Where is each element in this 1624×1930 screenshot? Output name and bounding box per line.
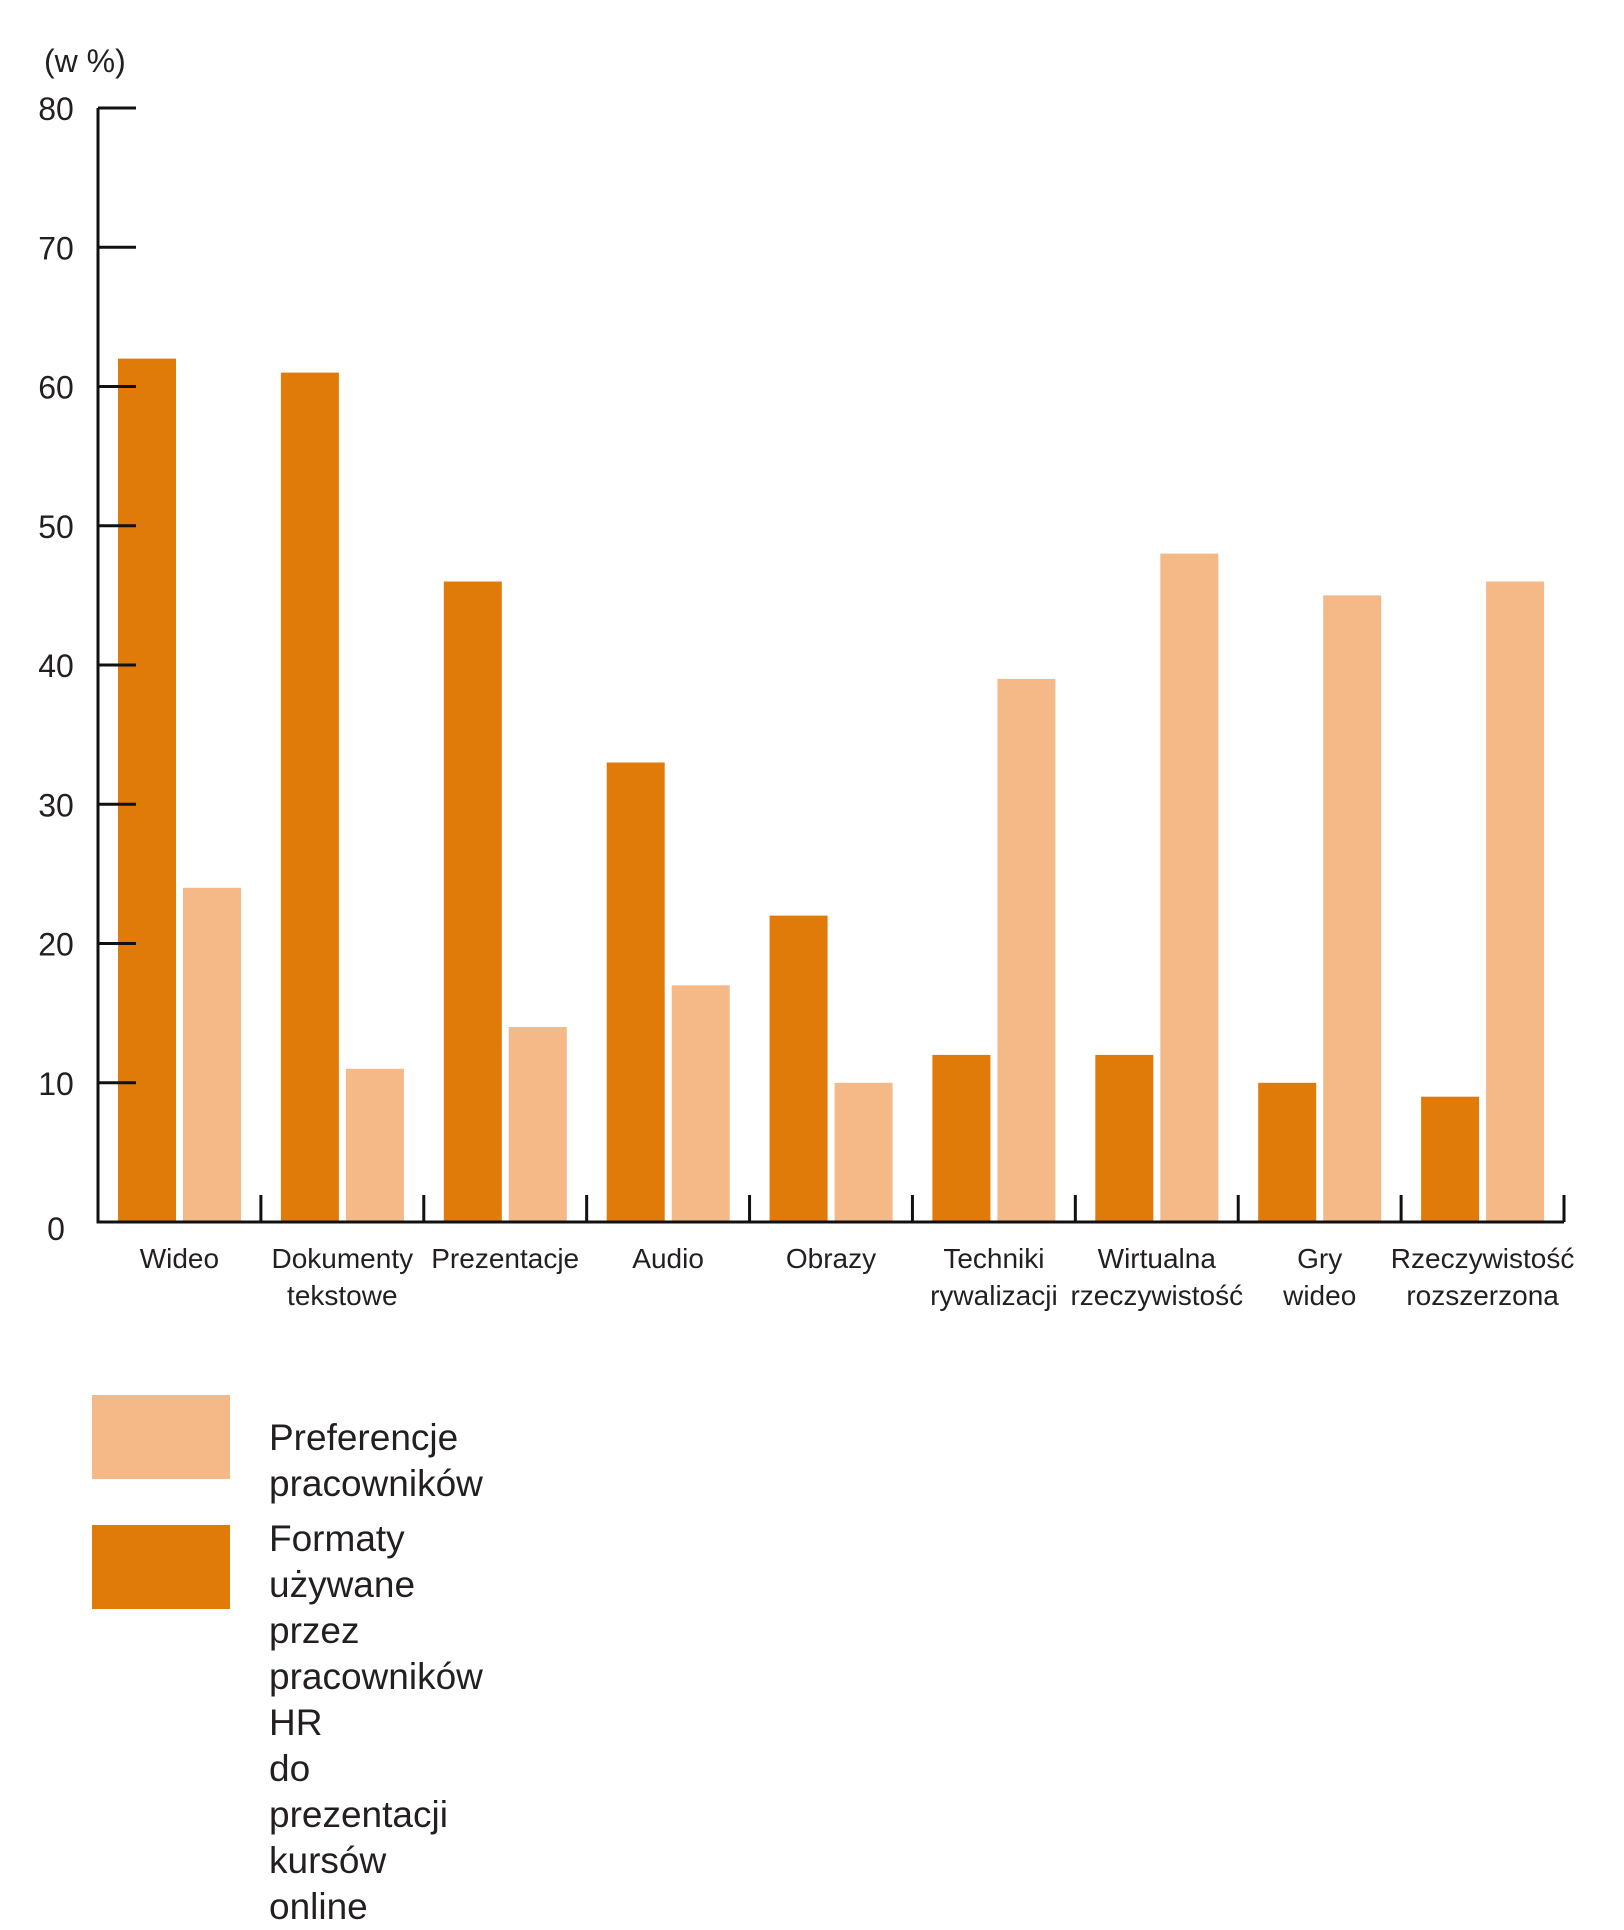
x-tick-label: Wideo (140, 1243, 219, 1274)
bar-preferences-0 (183, 887, 241, 1222)
y-tick-label: 80 (38, 91, 74, 127)
bar-hr-formats-6 (1095, 1054, 1154, 1222)
bar-preferences-3 (671, 985, 730, 1222)
bar-hr-formats-4 (769, 915, 828, 1222)
x-tick-labels: Wideo Dokumenty tekstowe Prezentacje Audio Ob… (140, 1243, 1575, 1311)
bar-hr-formats-2 (443, 581, 502, 1222)
x-tick-label: Wirtualna rzeczywistość (1070, 1243, 1243, 1311)
bars-group (118, 358, 1545, 1223)
x-tick-label: Techniki rywalizacji (930, 1243, 1058, 1311)
axes-group (96, 106, 1566, 1224)
y-tick-label: 60 (38, 370, 74, 406)
bar-preferences-4 (834, 1082, 893, 1223)
x-tick-label: Obrazy (786, 1243, 876, 1274)
bar-hr-formats-1 (280, 372, 339, 1223)
bar-hr-formats-8 (1421, 1096, 1480, 1222)
y-tick-label: 0 (47, 1211, 65, 1247)
y-axis-unit-label: (w %) (44, 43, 126, 79)
bar-preferences-8 (1486, 581, 1545, 1222)
bar-chart: (w %) 0 10 20 30 40 50 60 70 80 Wideo Dokumenty te… (38, 43, 1575, 1311)
bar-preferences-2 (508, 1027, 567, 1222)
bar-hr-formats-7 (1258, 1082, 1317, 1223)
y-tick-label: 70 (38, 230, 74, 266)
y-tick-labels: 0 10 20 30 40 50 60 70 80 (38, 91, 74, 1247)
x-tick-label: Audio (632, 1243, 704, 1274)
x-tick-label: Rzeczywistość rozszerzona (1391, 1243, 1575, 1311)
bar-preferences-5 (997, 678, 1056, 1222)
x-tick-label: Dokumenty tekstowe (271, 1243, 413, 1311)
legend-swatch-hr-formats (92, 1525, 230, 1609)
legend-swatch-preferences (92, 1395, 230, 1479)
y-tick-label: 10 (38, 1066, 74, 1102)
y-tick-label: 50 (38, 509, 74, 545)
bar-preferences-1 (345, 1068, 404, 1222)
bar-hr-formats-3 (606, 762, 665, 1222)
legend-label-preferences: Preferencje pracowników (269, 1417, 483, 1504)
y-tick-label: 20 (38, 927, 74, 963)
bar-hr-formats-5 (932, 1054, 991, 1222)
bar-hr-formats-0 (118, 358, 176, 1223)
x-tick-label: Prezentacje (431, 1243, 579, 1274)
legend-label-hr-formats: Formaty używane przez pracowników HR do … (269, 1518, 483, 1927)
bar-preferences-6 (1160, 553, 1219, 1222)
bar-preferences-7 (1323, 595, 1382, 1222)
y-tick-label: 40 (38, 648, 74, 684)
x-tick-label: Gry wideo (1282, 1243, 1356, 1311)
y-tick-label: 30 (38, 787, 74, 823)
